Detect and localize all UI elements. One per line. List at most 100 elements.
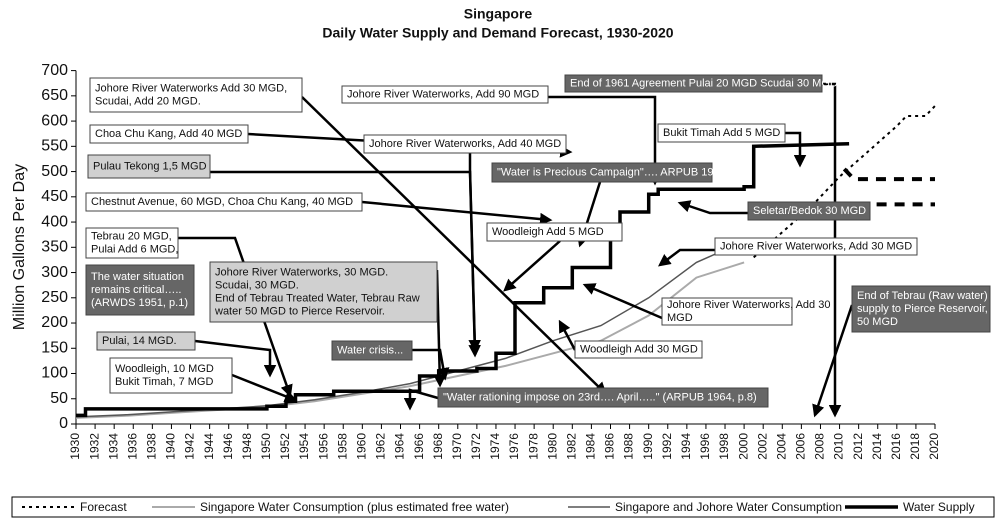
annotation-text: "Water rationing impose on 23rd…. April…… bbox=[443, 391, 757, 403]
x-tick-label: 1998 bbox=[717, 433, 731, 460]
chart-subtitle: Daily Water Supply and Demand Forecast, … bbox=[322, 25, 673, 41]
x-tick-label: 2012 bbox=[851, 433, 865, 460]
annotation-arrow bbox=[231, 373, 298, 403]
annotation-arrow bbox=[822, 82, 842, 418]
annotation-box bbox=[85, 227, 179, 259]
x-tick-label: 2016 bbox=[889, 433, 903, 460]
annotation-text: Choa Chu Kang, Add 40 MGD bbox=[95, 128, 242, 140]
annotation-text: Woodleigh Add 30 MGD bbox=[580, 343, 698, 355]
y-tick-label: 550 bbox=[41, 138, 68, 155]
annotation-text: Johore River Waterworks, 30 MGD. bbox=[215, 266, 388, 278]
x-tick-label: 1994 bbox=[679, 433, 693, 460]
annotation-box bbox=[89, 77, 303, 113]
annotation-arrow bbox=[403, 388, 439, 411]
annotation-box bbox=[341, 85, 549, 104]
x-tick-label: 1992 bbox=[660, 433, 674, 460]
annotation-text: Scudai, Add 20 MGD. bbox=[95, 95, 201, 107]
annotation-text: Water crisis... bbox=[337, 344, 403, 356]
x-tick-label: 1962 bbox=[374, 433, 388, 460]
y-tick-label: 100 bbox=[41, 365, 68, 382]
x-tick-label: 1996 bbox=[698, 433, 712, 460]
annotation-text: Johore River Waterworks, Add 30 MGD bbox=[720, 240, 912, 252]
annotation-text: water 50 MGD to Pierce Reservoir. bbox=[214, 305, 385, 317]
x-tick-label: 1976 bbox=[507, 433, 521, 460]
annotation-text: 50 MGD bbox=[857, 316, 898, 328]
annotation-text: remains critical….. bbox=[91, 284, 181, 296]
annotation-box bbox=[491, 162, 713, 183]
y-tick-label: 150 bbox=[41, 339, 68, 356]
legend-label: Singapore Water Consumption (plus estima… bbox=[200, 500, 509, 514]
annotation-text: The water situation bbox=[91, 271, 184, 283]
y-tick-label: 450 bbox=[41, 188, 68, 205]
x-tick-label: 1958 bbox=[335, 433, 349, 460]
annotation-text: (ARWDS 1951, p.1) bbox=[91, 297, 188, 309]
y-tick-label: 600 bbox=[41, 112, 68, 129]
annotation-text: Woodleigh Add 5 MGD bbox=[492, 226, 604, 238]
y-tick-label: 200 bbox=[41, 314, 68, 331]
annotation-arrow bbox=[301, 96, 607, 395]
annotation-box bbox=[714, 237, 918, 256]
series-line bbox=[75, 261, 745, 419]
y-tick-label: 250 bbox=[41, 289, 68, 306]
annotation-arrow bbox=[658, 248, 715, 267]
x-tick-label: 2010 bbox=[832, 433, 846, 460]
annotation-arrow bbox=[178, 236, 293, 398]
y-tick-label: 50 bbox=[50, 390, 68, 407]
x-tick-label: 1946 bbox=[221, 433, 235, 460]
y-tick-label: 300 bbox=[41, 264, 68, 281]
annotation-arrow bbox=[412, 348, 450, 381]
legend-label: Singapore and Johore Water Consumption bbox=[615, 500, 842, 514]
annotation-box bbox=[657, 123, 786, 143]
x-tick-label: 1972 bbox=[469, 433, 483, 460]
annotation-text: "Water is Precious Campaign"…. ARPUB 197… bbox=[497, 166, 747, 178]
annotation-text: Pulai Add 6 MGD, bbox=[91, 243, 178, 255]
annotation-box bbox=[85, 264, 195, 316]
x-tick-label: 1938 bbox=[145, 433, 159, 460]
annotation-text: Bukit Timah, 7 MGD bbox=[115, 376, 213, 388]
annotation-arrow bbox=[558, 319, 577, 351]
annotation-box bbox=[851, 285, 991, 333]
x-tick-label: 1948 bbox=[240, 433, 254, 460]
annotation-arrow bbox=[812, 304, 854, 418]
legend-label: Forecast bbox=[80, 500, 127, 514]
series-line bbox=[753, 105, 936, 259]
annotation-box bbox=[564, 74, 823, 93]
x-tick-label: 1954 bbox=[297, 433, 311, 460]
x-tick-label: 1988 bbox=[622, 433, 636, 460]
annotation-text: Chestnut Avenue, 60 MGD, Choa Chu Kang, … bbox=[91, 196, 353, 208]
annotation-box bbox=[486, 222, 623, 242]
x-tick-label: 1942 bbox=[183, 433, 197, 460]
series-line bbox=[842, 167, 935, 182]
x-tick-label: 1934 bbox=[106, 433, 120, 460]
annotation-box bbox=[85, 192, 363, 212]
x-tick-label: 1982 bbox=[564, 433, 578, 460]
y-tick-label: 650 bbox=[41, 87, 68, 104]
annotation-text: End of 1961 Agreement Pulai 20 MGD Scuda… bbox=[570, 77, 838, 89]
annotation-text: Pulai, 14 MGD. bbox=[102, 335, 177, 347]
annotation-arrow bbox=[548, 95, 662, 186]
x-tick-label: 1970 bbox=[450, 433, 464, 460]
x-tick-label: 2006 bbox=[794, 433, 808, 460]
annotation-text: Johore River Waterworks, Add 90 MGD bbox=[347, 88, 539, 100]
annotation-text: supply to Pierce Reservoir, bbox=[857, 303, 988, 315]
x-tick-label: 1990 bbox=[641, 433, 655, 460]
x-tick-label: 1984 bbox=[584, 433, 598, 460]
x-tick-label: 1986 bbox=[603, 433, 617, 460]
x-tick-label: 1978 bbox=[526, 433, 540, 460]
annotation-box bbox=[89, 124, 249, 144]
annotation-box bbox=[87, 154, 211, 179]
annotation-arrow bbox=[503, 240, 561, 292]
annotation-arrow bbox=[194, 339, 277, 378]
annotation-box bbox=[96, 331, 196, 351]
y-tick-label: 700 bbox=[41, 62, 68, 79]
chart-title: Singapore bbox=[464, 6, 533, 22]
annotation-text: Seletar/Bedok 30 MGD bbox=[753, 205, 866, 217]
x-tick-label: 1964 bbox=[393, 433, 407, 460]
x-tick-label: 1932 bbox=[87, 433, 101, 460]
annotation-text: Woodleigh, 10 MGD bbox=[115, 363, 214, 375]
legend-box bbox=[11, 496, 995, 518]
annotation-box bbox=[363, 134, 567, 154]
annotation-text: Scudai, 30 MGD. bbox=[215, 279, 299, 291]
x-tick-label: 1930 bbox=[68, 433, 82, 460]
